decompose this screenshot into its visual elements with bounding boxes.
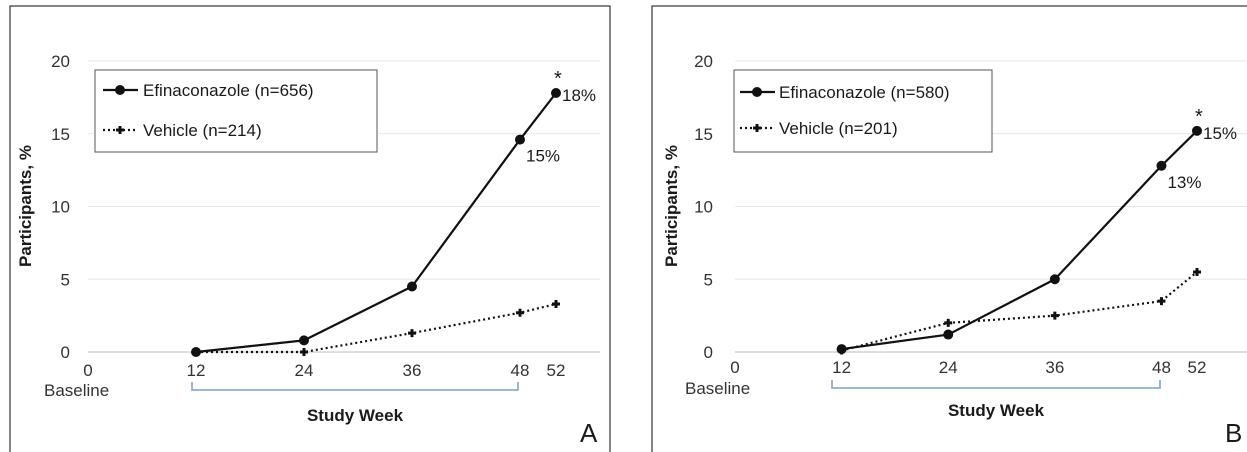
panel-a-y-ticks: 0 5 10 15 20 [51, 52, 70, 362]
panel-a-y-axis-label: Participants, % [16, 145, 35, 267]
panel-a-y-tick-label: 20 [51, 52, 70, 71]
panel-b-letter: B [1225, 418, 1242, 448]
panel-b-legend-box [733, 69, 993, 153]
panel-b-data-point-vehicle [1193, 267, 1201, 276]
panel-b-data-point-efinaconazole [943, 329, 954, 340]
panel-a-y-tick-label: 10 [51, 198, 70, 217]
panel-b-data-point-vehicle [1050, 311, 1059, 320]
panel-b-data-point-vehicle [944, 318, 953, 327]
panel-a-x-ticks: 0 12 24 36 48 52 [83, 361, 565, 380]
panel-a-value-label: 15% [526, 147, 560, 166]
panel-a-x-tick-label: 36 [403, 361, 422, 380]
panel-a-data-point-vehicle [408, 329, 416, 338]
panel-a-value-label: 18% [562, 86, 596, 105]
panel-a-legend-marker-vehicle [116, 126, 124, 134]
panel-b-data-point-vehicle [1157, 297, 1166, 306]
panel-a-y-tick-label: 0 [61, 343, 70, 362]
panel-b-data-point-efinaconazole [1156, 160, 1167, 171]
panel-b-legend-label-vehicle: Vehicle (n=201) [779, 119, 898, 138]
panel-a-data-point-efinaconazole [551, 88, 561, 99]
panel-a-x-tick-label: 0 [83, 361, 92, 380]
panel-a-x-tick-label: 12 [187, 361, 206, 380]
panel-a-data-point-efinaconazole [515, 134, 525, 145]
panel-b-x-tick-label: 12 [832, 358, 851, 377]
panel-a-y-tick-label: 5 [61, 270, 70, 289]
panel-b: 0 5 10 15 20 0 12 24 36 48 52 Baseline Participan… [651, 5, 1247, 452]
panel-b-y-tick-label: 0 [704, 343, 713, 362]
panel-b-legend-marker-efinaconazole [752, 87, 762, 97]
panel-a-legend-label-efinaconazole: Efinaconazole (n=656) [143, 81, 314, 100]
panel-b-significance-marker: * [1195, 106, 1203, 128]
panel-b-value-label: 15% [1203, 124, 1237, 143]
panel-a-annotations: 18% 15% * [526, 68, 596, 166]
panel-b-data-point-vehicle [837, 346, 846, 355]
panel-b-baseline-label: Baseline [685, 379, 750, 398]
panel-a-series [191, 88, 561, 357]
panel-a-x-tick-label: 48 [511, 361, 530, 380]
panel-a-x-tick-label: 24 [295, 361, 314, 380]
panel-b-x-tick-label: 0 [730, 358, 739, 377]
panel-a-frame [9, 5, 611, 452]
panel-a-legend-label-vehicle: Vehicle (n=214) [143, 121, 262, 140]
panel-a-legend-box [94, 69, 378, 153]
panel-b-x-tick-label: 24 [939, 358, 958, 377]
panel-a-data-point-vehicle [300, 348, 308, 356]
panel-a-data-point-efinaconazole [299, 335, 309, 346]
panel-a-data-point-vehicle [552, 299, 560, 308]
panel-b-y-axis-label: Participants, % [662, 145, 681, 267]
panel-b-value-label: 13% [1167, 173, 1201, 192]
panel-a-series-line-vehicle [196, 302, 557, 354]
panel-b-series-line-vehicle [841, 271, 1198, 352]
panel-b-y-tick-label: 20 [694, 52, 713, 71]
panel-a-letter: A [580, 418, 598, 448]
panel-a-data-point-efinaconazole [407, 281, 417, 292]
panel-b-series [836, 125, 1202, 355]
panel-a-x-axis-label: Study Week [307, 406, 404, 425]
panel-b-x-bracket [831, 380, 1161, 389]
panel-b-y-tick-label: 15 [694, 125, 713, 144]
panel-a-legend: Efinaconazole (n=656) Vehicle (n=214) [94, 69, 378, 153]
panel-a-y-tick-label: 15 [51, 125, 70, 144]
panel-a-data-point-vehicle [192, 348, 200, 356]
panel-b-x-axis-label: Study Week [948, 401, 1045, 420]
panel-b-legend-label-efinaconazole: Efinaconazole (n=580) [779, 83, 950, 102]
panel-b-legend-marker-vehicle [753, 124, 761, 132]
panel-b-x-tick-label: 52 [1188, 358, 1207, 377]
panel-a-x-bracket [191, 382, 519, 391]
panel-b-y-tick-label: 10 [694, 198, 713, 217]
panel-b-series-line-efinaconazole [841, 130, 1198, 351]
panel-b-y-ticks: 0 5 10 15 20 [694, 52, 713, 362]
panel-a-data-point-vehicle [516, 308, 524, 317]
panel-a-significance-marker: * [554, 68, 562, 90]
panel-b-x-tick-label: 48 [1152, 358, 1171, 377]
panel-a: 0 5 10 15 20 0 12 24 36 48 52 Baseline Participan… [9, 5, 611, 452]
panel-b-data-point-efinaconazole [1049, 274, 1060, 285]
panel-b-x-ticks: 0 12 24 36 48 52 [730, 358, 1206, 377]
panel-b-y-tick-label: 5 [704, 270, 713, 289]
panel-b-legend: Efinaconazole (n=580) Vehicle (n=201) [733, 69, 993, 153]
panel-b-data-point-efinaconazole [1192, 125, 1202, 136]
panel-a-legend-marker-efinaconazole [115, 85, 125, 95]
panel-b-annotations: 15% 13% * [1167, 106, 1237, 192]
panel-a-x-tick-label: 52 [547, 361, 566, 380]
panel-a-baseline-label: Baseline [44, 381, 109, 400]
panel-b-x-tick-label: 36 [1045, 358, 1064, 377]
panel-b-frame [651, 5, 1247, 452]
